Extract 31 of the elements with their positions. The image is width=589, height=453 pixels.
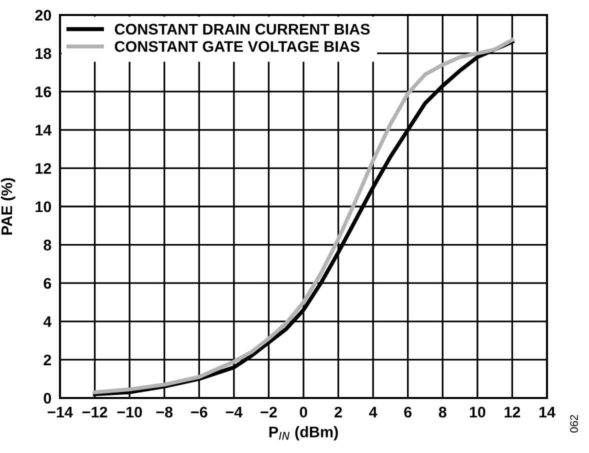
x-tick-label: 2 bbox=[334, 406, 342, 418]
x-tick-label: 6 bbox=[404, 406, 412, 418]
x-tick-label: −14 bbox=[48, 406, 73, 418]
x-tick-label: −12 bbox=[82, 406, 108, 418]
x-tick-label: 12 bbox=[504, 406, 520, 418]
y-tick-label: 12 bbox=[36, 163, 52, 174]
y-tick-label: 14 bbox=[36, 124, 52, 136]
y-tick-label: 4 bbox=[43, 316, 52, 327]
y-tick-label: 2 bbox=[44, 354, 52, 366]
x-tick-label: −10 bbox=[117, 406, 142, 418]
y-tick-label: 18 bbox=[36, 48, 52, 59]
legend-label: CONSTANT DRAIN CURRENT BIAS bbox=[114, 24, 370, 35]
x-tick-label: −4 bbox=[226, 406, 243, 418]
y-tick-label: 16 bbox=[36, 86, 52, 98]
x-tick-label: −6 bbox=[191, 406, 208, 418]
x-tick-label: 0 bbox=[300, 406, 308, 418]
x-tick-label: 10 bbox=[470, 406, 486, 418]
legend-label: CONSTANT GATE VOLTAGE BIAS bbox=[114, 41, 360, 52]
y-axis-title: PAE (%) bbox=[0, 178, 16, 235]
x-tick-label: 14 bbox=[539, 406, 556, 418]
x-tick-label: −2 bbox=[260, 406, 277, 418]
y-tick-label: 0 bbox=[44, 392, 52, 404]
x-tick-label: −8 bbox=[156, 406, 173, 418]
y-tick-label: 8 bbox=[44, 240, 52, 250]
x-axis-title: P$_{IN}$ (dBm) bbox=[269, 426, 338, 440]
y-tick-label: 6 bbox=[44, 278, 52, 289]
y-tick-label: 10 bbox=[36, 201, 52, 212]
y-tick-label: 20 bbox=[35, 10, 52, 21]
x-tick-label: 8 bbox=[438, 406, 446, 418]
text: 062 bbox=[570, 415, 578, 433]
x-tick-label: 4 bbox=[369, 406, 378, 418]
